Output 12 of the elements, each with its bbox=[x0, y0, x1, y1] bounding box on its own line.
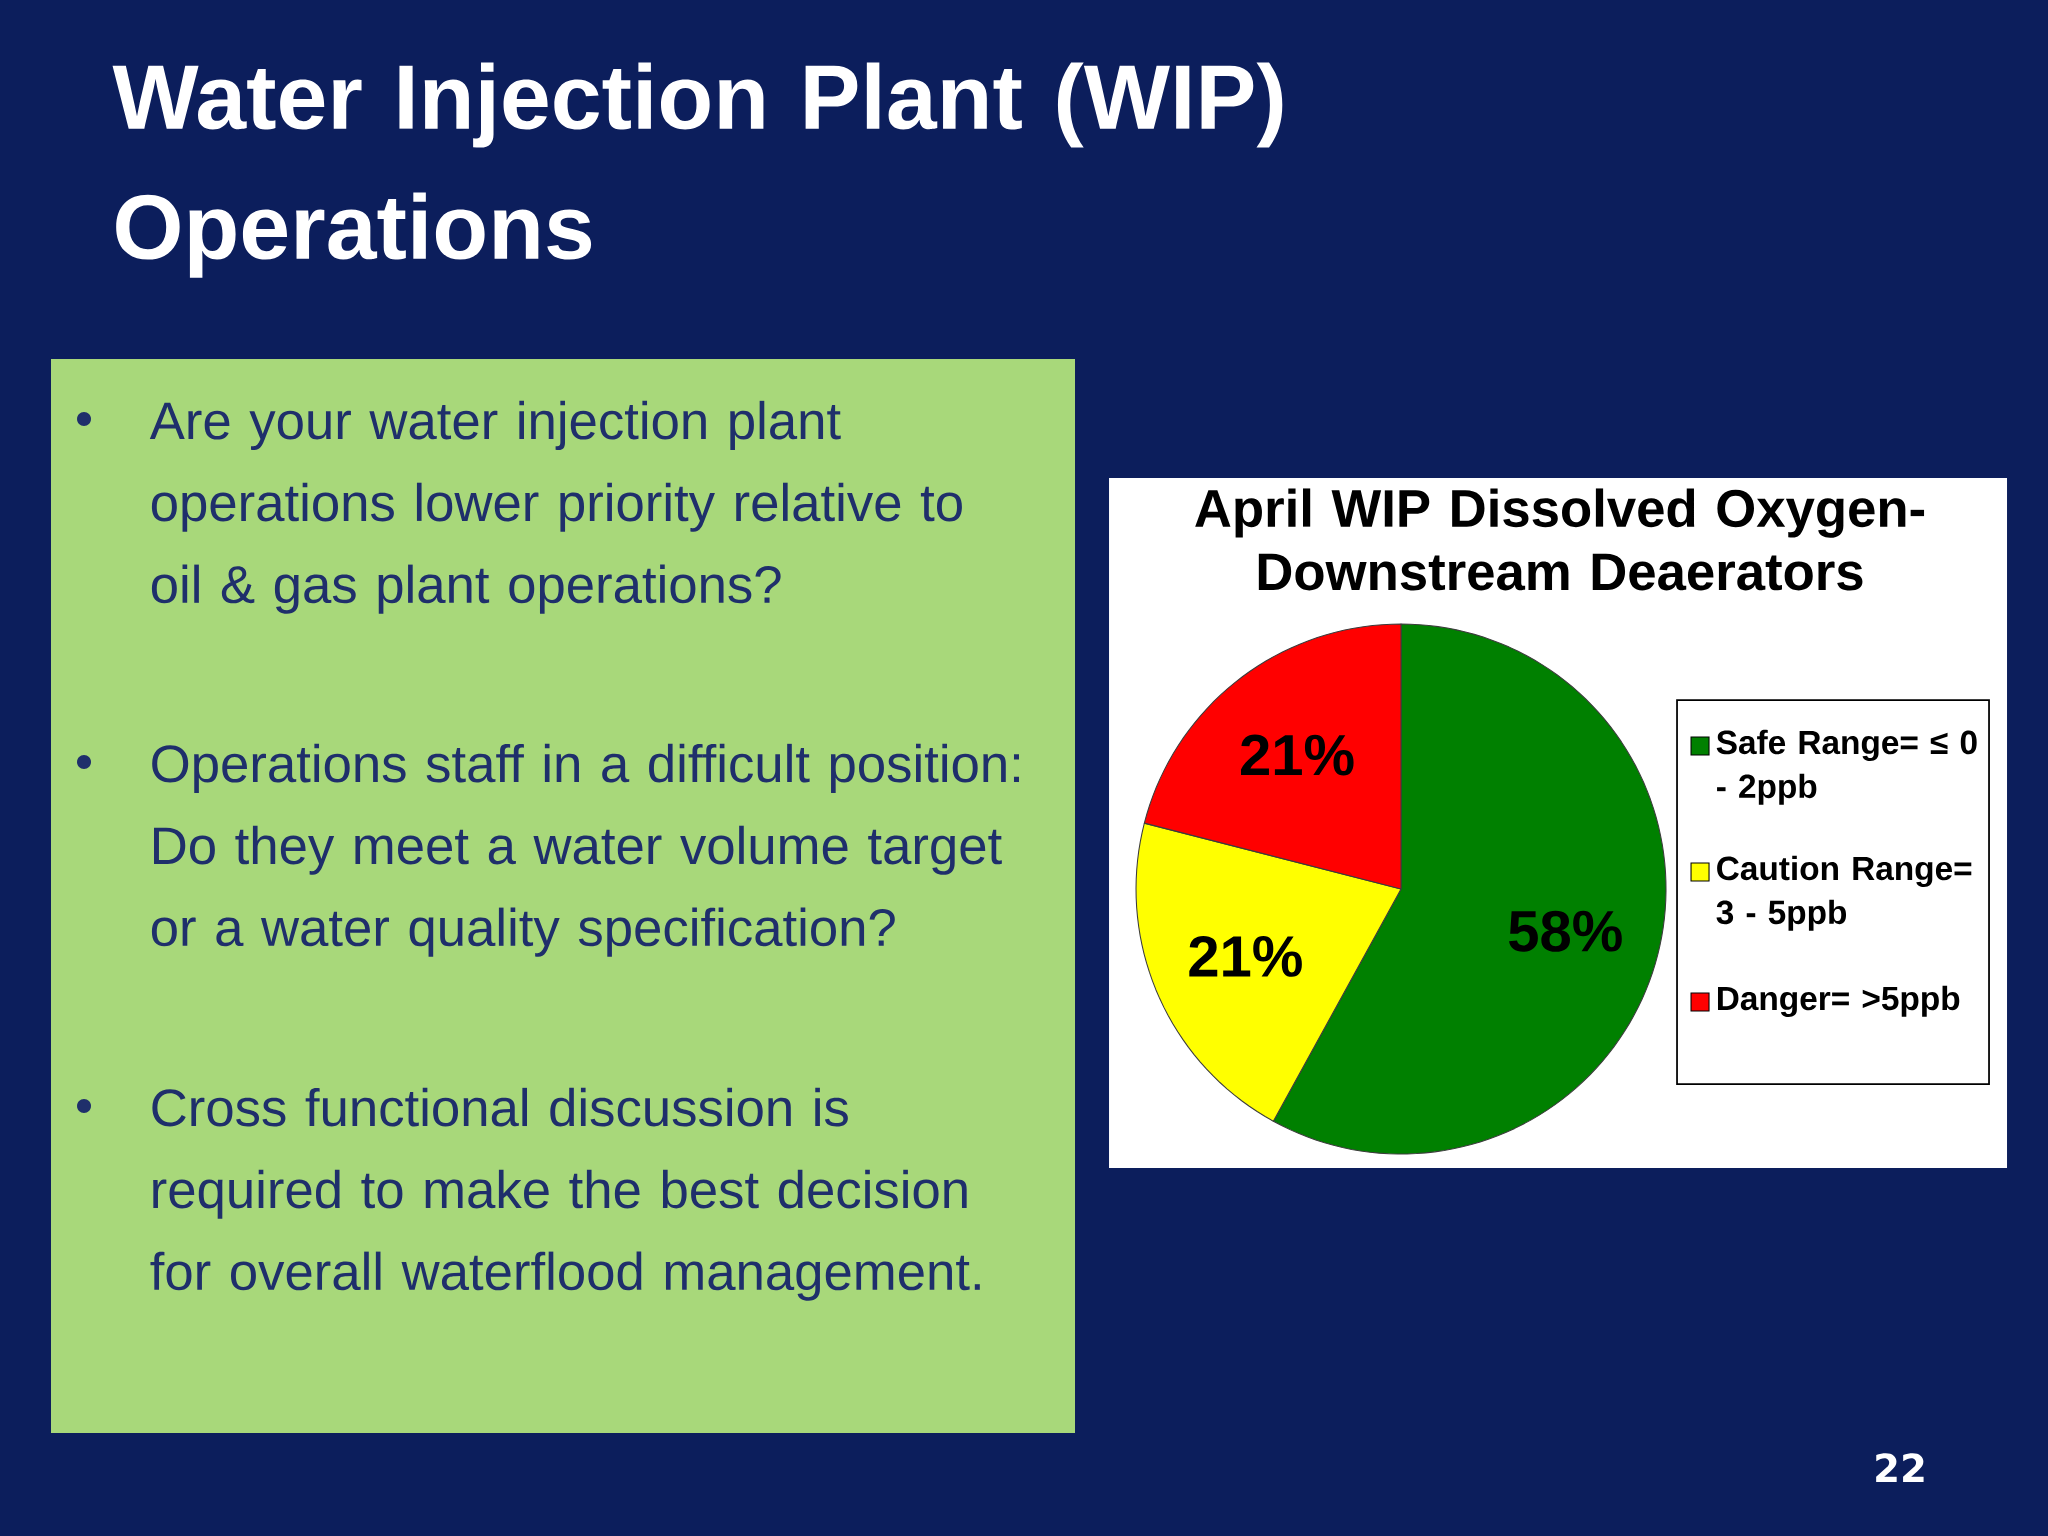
legend-label: Danger= >5ppb bbox=[1717, 985, 1960, 1017]
data-label: 21% bbox=[1189, 935, 1302, 977]
data-label: 21% bbox=[1241, 734, 1354, 776]
text: Cross functional discussion is required to make the best decision for overall waterflood management. bbox=[150, 1087, 980, 1301]
text: Are your water injection plant operations lower priority relative to oil & gas plant operations? bbox=[149, 400, 962, 614]
text: Operations staff in a difficult position: Do they meet a water volume target or a water quality specification? bbox=[151, 743, 1019, 957]
data-label: 58% bbox=[1509, 910, 1622, 952]
legend-label: Safe Range= ≤ 0 - 2ppb bbox=[1716, 729, 1977, 805]
text: 22 bbox=[1876, 1453, 1924, 1483]
chart-subtitle: April WIP Dissolved Oxygen- Downstream Deaerators bbox=[1195, 488, 1925, 591]
legend-label: Caution Range= 3 - 5ppb bbox=[1716, 855, 1972, 931]
chart-title: Water Injection Plant (WIP) Operations bbox=[112, 62, 1283, 278]
